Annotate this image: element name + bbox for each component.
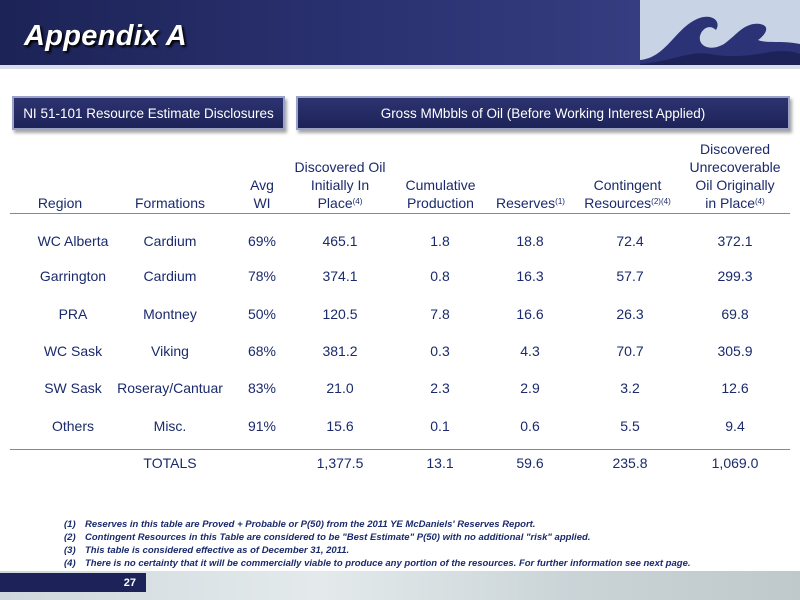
cell-wi: 68%	[247, 343, 277, 359]
tab-gross-mmbbls: Gross MMbbls of Oil (Before Working Inte…	[296, 96, 790, 130]
page-number: 27	[0, 573, 146, 592]
cell-cumulative: 7.8	[430, 306, 450, 322]
cell-reserves: 16.3	[516, 268, 544, 284]
cell-doiip: 381.2	[322, 343, 358, 359]
footnote: (4) There is no certainty that it will b…	[64, 557, 784, 570]
cell-region: WC Sask	[43, 343, 103, 359]
column-header-unrecoverable: Discovered Unrecoverable Oil Originally …	[689, 141, 781, 211]
cell-unrecoverable: 12.6	[721, 380, 749, 396]
footnote: (3) This table is considered effective a…	[64, 544, 784, 557]
total-doiip: 1,377.5	[316, 455, 364, 471]
cell-formation: Misc.	[153, 418, 187, 434]
cell-doiip: 21.0	[326, 380, 354, 396]
wave-logo-icon	[640, 0, 800, 65]
table-row: PRA Montney 50% 120.5 7.8 16.6 26.3 69.8	[0, 304, 800, 324]
footnote-number: (3)	[64, 545, 76, 556]
footnote-text: There is no certainty that it will be co…	[85, 558, 691, 569]
column-header-region: Region	[37, 195, 83, 211]
cell-contingent: 3.2	[620, 380, 640, 396]
footnote-number: (4)	[64, 558, 76, 569]
footnote-number: (1)	[64, 519, 76, 530]
cell-reserves: 18.8	[516, 233, 544, 249]
cell-region: SW Sask	[44, 380, 102, 396]
table-row: Others Misc. 91% 15.6 0.1 0.6 5.5 9.4	[0, 416, 800, 436]
header-rule	[10, 213, 790, 214]
cell-region: PRA	[58, 306, 88, 322]
footnote: (2) Contingent Resources in this Table a…	[64, 531, 784, 544]
cell-unrecoverable: 372.1	[717, 233, 753, 249]
footnote-text: This table is considered effective as of…	[85, 545, 350, 556]
table-row: Garrington Cardium 78% 374.1 0.8 16.3 57…	[0, 266, 800, 286]
cell-unrecoverable: 305.9	[717, 343, 753, 359]
cell-cumulative: 0.8	[430, 268, 450, 284]
totals-label: TOTALS	[143, 455, 197, 471]
cell-doiip: 15.6	[326, 418, 354, 434]
cell-cumulative: 1.8	[430, 233, 450, 249]
cell-region: Garrington	[39, 268, 107, 284]
totals-rule	[10, 449, 790, 450]
total-contingent: 235.8	[612, 455, 648, 471]
cell-cumulative: 2.3	[430, 380, 450, 396]
cell-contingent: 5.5	[620, 418, 640, 434]
total-reserves: 59.6	[516, 455, 544, 471]
footnote-number: (2)	[64, 532, 76, 543]
cell-doiip: 374.1	[322, 268, 358, 284]
cell-reserves: 0.6	[520, 418, 540, 434]
cell-unrecoverable: 299.3	[717, 268, 753, 284]
totals-row: TOTALS 1,377.5 13.1 59.6 235.8 1,069.0	[0, 453, 800, 473]
cell-cumulative: 0.3	[430, 343, 450, 359]
cell-doiip: 465.1	[322, 233, 358, 249]
cell-wi: 69%	[247, 233, 277, 249]
column-header-formations: Formations	[134, 195, 206, 211]
cell-reserves: 4.3	[520, 343, 540, 359]
cell-formation: Cardium	[143, 268, 197, 284]
cell-region: Others	[51, 418, 94, 434]
table-row: WC Sask Viking 68% 381.2 0.3 4.3 70.7 30…	[0, 341, 800, 361]
cell-reserves: 2.9	[520, 380, 540, 396]
cell-wi: 83%	[247, 380, 277, 396]
cell-cumulative: 0.1	[430, 418, 450, 434]
footnote-text: Reserves in this table are Proved + Prob…	[85, 519, 536, 530]
cell-region: WC Alberta	[37, 233, 109, 249]
cell-unrecoverable: 69.8	[721, 306, 749, 322]
cell-contingent: 26.3	[616, 306, 644, 322]
footnotes: (1) Reserves in this table are Proved + …	[64, 518, 784, 570]
cell-wi: 50%	[247, 306, 277, 322]
header-bar: Appendix A	[0, 0, 640, 65]
tab-resource-disclosures: NI 51-101 Resource Estimate Disclosures	[12, 96, 285, 130]
cell-unrecoverable: 9.4	[725, 418, 745, 434]
cell-formation: Cardium	[143, 233, 197, 249]
table-row: WC Alberta Cardium 69% 465.1 1.8 18.8 72…	[0, 231, 800, 251]
cell-formation: Viking	[151, 343, 189, 359]
table-row: SW Sask Roseray/Cantuar 83% 21.0 2.3 2.9…	[0, 378, 800, 398]
column-header-cumulative: Cumulative Production	[405, 177, 476, 211]
total-unrecoverable: 1,069.0	[711, 455, 759, 471]
column-header-contingent: Contingent Resources(2)(4)	[584, 177, 671, 211]
cell-doiip: 120.5	[322, 306, 358, 322]
footnote: (1) Reserves in this table are Proved + …	[64, 518, 784, 531]
cell-formation: Montney	[143, 306, 197, 322]
footnote-text: Contingent Resources in this Table are c…	[85, 532, 591, 543]
column-header-avg-wi: Avg WI	[250, 177, 274, 211]
page-title: Appendix A	[24, 20, 188, 52]
company-logo	[640, 0, 800, 65]
cell-contingent: 72.4	[616, 233, 644, 249]
cell-reserves: 16.6	[516, 306, 544, 322]
header-divider	[0, 65, 800, 69]
cell-wi: 78%	[247, 268, 277, 284]
cell-wi: 91%	[247, 418, 277, 434]
cell-contingent: 70.7	[616, 343, 644, 359]
cell-contingent: 57.7	[616, 268, 644, 284]
cell-formation: Roseray/Cantuar	[117, 380, 223, 396]
column-header-reserves: Reserves(1)	[496, 195, 565, 211]
total-cumulative: 13.1	[426, 455, 454, 471]
column-header-doiip: Discovered Oil Initially In Place(4)	[294, 159, 386, 211]
